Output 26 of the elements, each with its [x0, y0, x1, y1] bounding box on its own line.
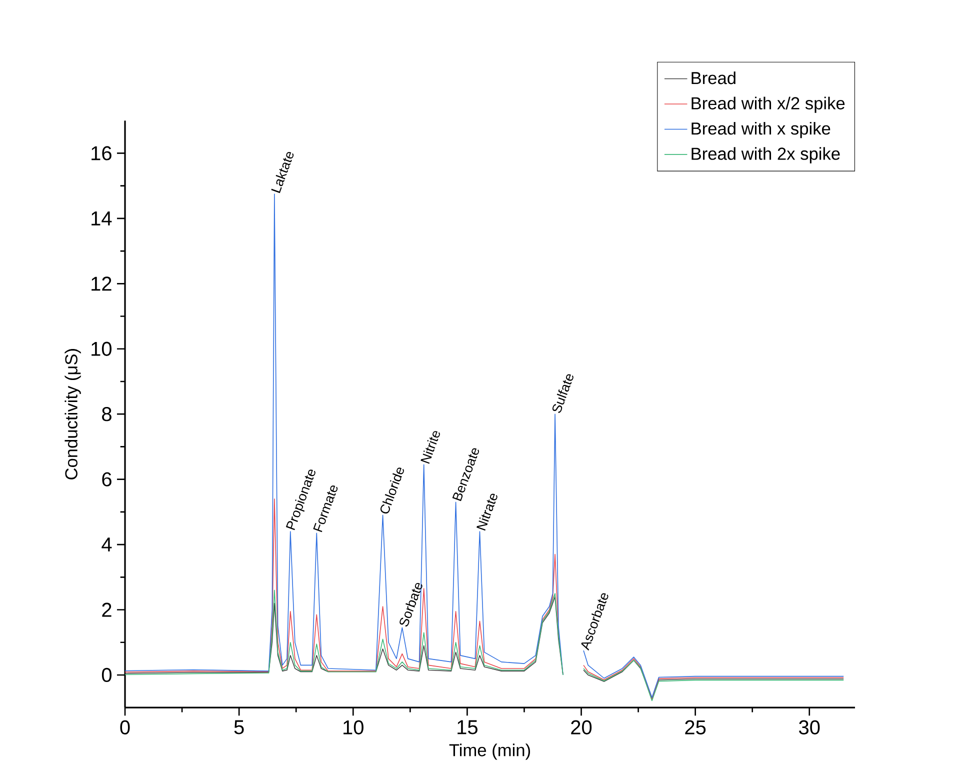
y-tick-label: 6 — [102, 472, 112, 486]
y-tick-label: 10 — [92, 342, 112, 356]
legend-label: Bread — [692, 71, 736, 84]
x-axis-title: Time (min) — [449, 744, 530, 760]
x-tick-label: 5 — [234, 720, 244, 734]
y-axis-title: Conductivity (μS) — [64, 349, 81, 480]
legend-label: Bread with x spike — [692, 122, 830, 138]
y-tick-label: 8 — [102, 407, 112, 422]
legend-label: Bread with x/2 spike — [692, 96, 845, 113]
annotation: Nitrite — [420, 431, 440, 464]
legend-label: Bread with 2x spike — [692, 147, 840, 164]
annotation: Nitrate — [476, 494, 498, 531]
x-tick-label: 25 — [685, 720, 706, 734]
y-tick-label: 14 — [92, 212, 112, 226]
annotation: Sulfate — [552, 374, 574, 413]
x-tick-label: 30 — [799, 720, 820, 734]
y-tick-label: 16 — [92, 146, 112, 160]
x-tick-label: 20 — [571, 720, 592, 734]
y-tick-label: 12 — [92, 276, 112, 291]
x-tick-label: 15 — [458, 720, 478, 734]
x-tick-label: 10 — [344, 720, 364, 734]
annotation: Laktate — [271, 152, 294, 194]
x-tick-label: 0 — [120, 720, 130, 734]
y-tick-label: 2 — [102, 602, 112, 617]
y-tick-label: 4 — [102, 538, 112, 552]
y-tick-label: 0 — [102, 668, 112, 682]
